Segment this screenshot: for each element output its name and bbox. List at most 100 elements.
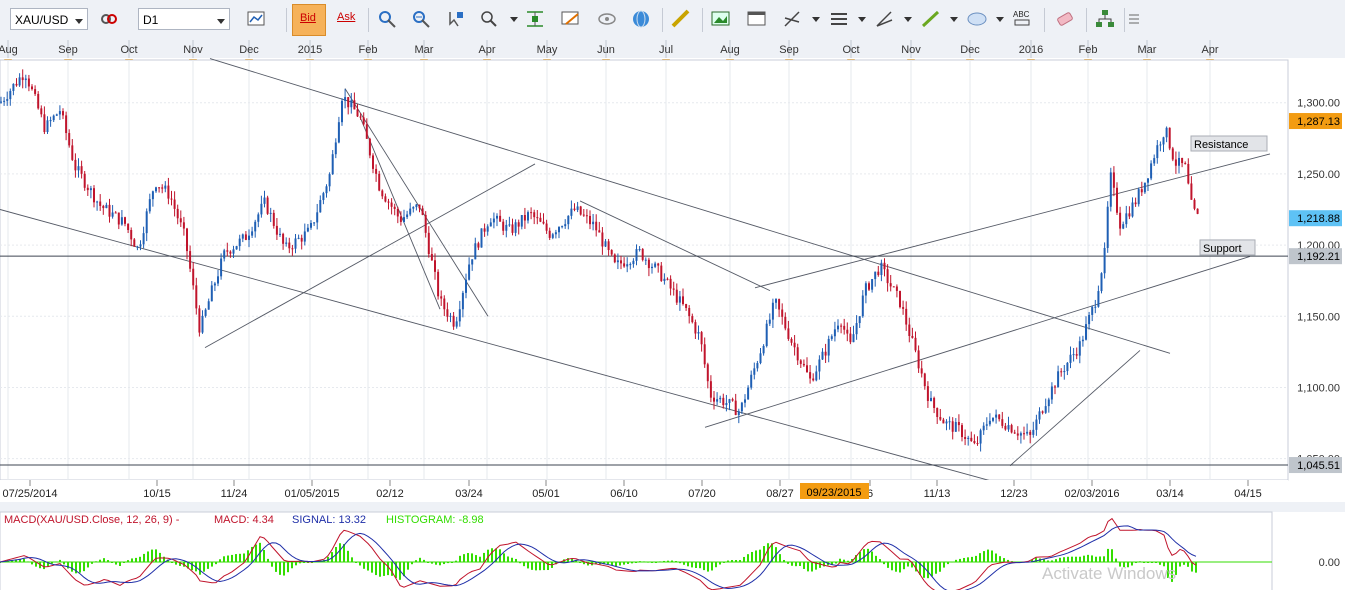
macd-histogram-bar bbox=[31, 562, 33, 565]
candle-body bbox=[89, 188, 92, 191]
chart-area[interactable]: Aug Sep Oct Nov Dec 2015 Feb Mar Apr May Jun Jul Aug… bbox=[0, 40, 1345, 590]
chevron-down-icon[interactable] bbox=[510, 17, 518, 22]
date-label: 08/27 bbox=[766, 488, 794, 500]
candle-body bbox=[1174, 159, 1177, 166]
macd-line bbox=[0, 517, 1197, 590]
macd-histogram-bar bbox=[131, 558, 133, 562]
chevron-down-icon[interactable] bbox=[858, 17, 866, 22]
candle-body bbox=[539, 217, 542, 222]
month-label: Dec bbox=[239, 44, 259, 56]
candle-body bbox=[542, 221, 545, 224]
toolbar-separator bbox=[702, 8, 703, 32]
chevron-down-icon[interactable] bbox=[996, 17, 1004, 22]
chevron-down-icon[interactable] bbox=[904, 17, 912, 22]
macd-histogram-bar bbox=[859, 551, 861, 562]
macd-histogram-bar bbox=[535, 562, 537, 571]
macd-histogram-bar bbox=[1107, 548, 1109, 562]
price-marker bbox=[1289, 113, 1342, 130]
candle-body bbox=[192, 268, 195, 286]
ruler-icon[interactable] bbox=[668, 6, 694, 32]
trendline bbox=[344, 88, 489, 317]
ask-button[interactable]: Ask bbox=[330, 4, 364, 36]
candle-body bbox=[678, 296, 681, 303]
candle-body bbox=[1041, 411, 1044, 413]
brush-icon[interactable] bbox=[918, 6, 944, 32]
candle-body bbox=[117, 212, 120, 225]
candle-body bbox=[669, 278, 672, 289]
macd-histogram-bar bbox=[491, 548, 493, 562]
draw-line-icon[interactable] bbox=[780, 6, 806, 32]
candle-body bbox=[527, 212, 529, 221]
macd-histogram-bar bbox=[579, 562, 581, 563]
macd-histogram-bar bbox=[171, 562, 173, 563]
macd-histogram-bar bbox=[339, 543, 341, 562]
eye-icon[interactable] bbox=[594, 6, 620, 32]
macd-histogram-bar bbox=[819, 562, 821, 568]
macd-histogram-bar bbox=[1191, 562, 1193, 572]
candle-body bbox=[173, 199, 176, 209]
macd-histogram-bar bbox=[395, 562, 397, 578]
macd-histogram-bar bbox=[363, 562, 365, 569]
candle-body bbox=[120, 217, 123, 225]
bid-button[interactable]: Bid bbox=[292, 4, 326, 36]
candle-body bbox=[483, 228, 486, 232]
candle-body bbox=[24, 78, 27, 81]
macd-histogram-bar bbox=[895, 562, 897, 572]
chart-type-icon[interactable] bbox=[244, 6, 270, 32]
chevron-down-icon[interactable] bbox=[950, 17, 958, 22]
macd-histogram-bar bbox=[475, 555, 477, 562]
macd-histogram-bar bbox=[839, 558, 841, 562]
fibonacci-icon[interactable] bbox=[522, 6, 548, 32]
histogram-value: HISTOGRAM: -8.98 bbox=[386, 514, 484, 526]
text-abc-icon[interactable]: ABC bbox=[1010, 6, 1036, 32]
eraser-icon[interactable] bbox=[1052, 6, 1078, 32]
candle-body bbox=[449, 315, 452, 317]
globe-icon[interactable] bbox=[628, 6, 654, 32]
pen-icon[interactable] bbox=[872, 6, 898, 32]
candle-body bbox=[93, 188, 95, 203]
indicator-icon[interactable] bbox=[476, 6, 502, 32]
month-label: Nov bbox=[183, 44, 203, 56]
candle-body bbox=[279, 233, 281, 235]
ellipse-icon[interactable] bbox=[964, 6, 990, 32]
timeframe-select[interactable]: D1 bbox=[138, 8, 230, 30]
zoom-out-icon[interactable] bbox=[442, 6, 468, 32]
candle-body bbox=[201, 315, 204, 333]
tree-icon[interactable] bbox=[1092, 6, 1118, 32]
annotation-box bbox=[1190, 135, 1268, 152]
candlestick-series bbox=[0, 69, 1199, 452]
candle-body bbox=[998, 414, 1001, 420]
candle-body bbox=[846, 329, 849, 334]
crosshair-icon[interactable] bbox=[374, 6, 400, 32]
macd-panel[interactable] bbox=[0, 511, 1273, 590]
candle-body bbox=[1088, 314, 1091, 325]
list-icon[interactable] bbox=[1126, 6, 1142, 32]
candle-body bbox=[675, 289, 678, 303]
candle-body bbox=[155, 187, 157, 192]
candle-body bbox=[781, 309, 784, 317]
macd-histogram-bar bbox=[603, 562, 605, 565]
symbol-select[interactable]: XAU/USD bbox=[10, 8, 88, 30]
macd-histogram-bar bbox=[751, 551, 753, 562]
candle-body bbox=[957, 422, 960, 426]
candle-body bbox=[21, 77, 24, 81]
signal-line bbox=[0, 525, 1197, 590]
hline-icon[interactable] bbox=[826, 6, 852, 32]
candle-body bbox=[868, 283, 870, 290]
candle-body bbox=[551, 234, 554, 238]
candle-body bbox=[350, 100, 353, 108]
macd-histogram-bar bbox=[639, 561, 641, 563]
macd-histogram-bar bbox=[1047, 560, 1049, 562]
chevron-down-icon[interactable] bbox=[812, 17, 820, 22]
candle-body bbox=[666, 278, 669, 280]
link-icon[interactable] bbox=[96, 6, 122, 32]
candle-body bbox=[378, 173, 381, 191]
macd-histogram-bar bbox=[1071, 556, 1073, 562]
panel-splitter[interactable] bbox=[0, 502, 1345, 512]
month-label: Jul bbox=[659, 44, 673, 56]
window-icon[interactable] bbox=[744, 6, 770, 32]
toolbar-separator bbox=[1044, 8, 1045, 32]
image-icon[interactable] bbox=[708, 6, 734, 32]
zoom-in-icon[interactable] bbox=[408, 6, 434, 32]
screenshot-icon[interactable] bbox=[558, 6, 584, 32]
